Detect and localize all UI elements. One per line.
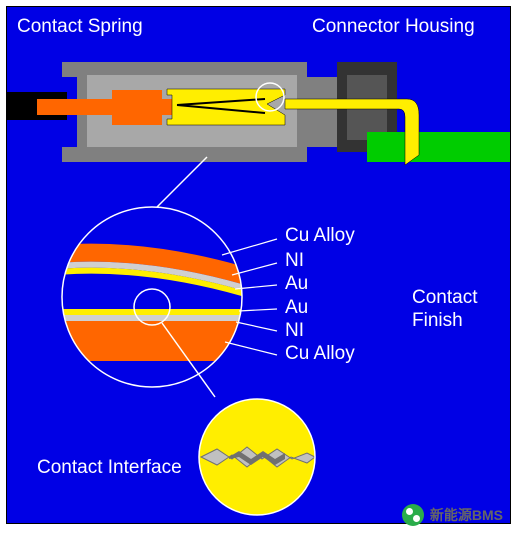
contact-interface-detail (199, 399, 315, 515)
pcb (367, 132, 510, 162)
watermark-text: 新能源BMS (430, 505, 503, 525)
label-ni-bottom: NI (285, 320, 304, 342)
label-au-top: Au (285, 273, 308, 295)
label-au-bottom: Au (285, 297, 308, 319)
contact-collar (112, 90, 162, 125)
label-contact-finish-text: ContactFinish (412, 287, 477, 331)
label-cu-alloy-top: Cu Alloy (285, 225, 355, 247)
label-cu-alloy-bottom: Cu Alloy (285, 343, 355, 365)
label-contact-interface: Contact Interface (37, 457, 182, 479)
wechat-icon (402, 504, 424, 526)
watermark: 新能源BMS (402, 504, 503, 526)
label-connector-housing: Connector Housing (312, 16, 475, 38)
diagram-svg (7, 7, 510, 523)
label-contact-spring: Contact Spring (17, 16, 143, 38)
female-contact-yellow (167, 89, 285, 125)
label-ni-top: NI (285, 250, 304, 272)
label-contact-finish: ContactFinish (412, 287, 477, 333)
diagram-canvas: Contact Spring Connector Housing Cu Allo… (6, 6, 511, 524)
